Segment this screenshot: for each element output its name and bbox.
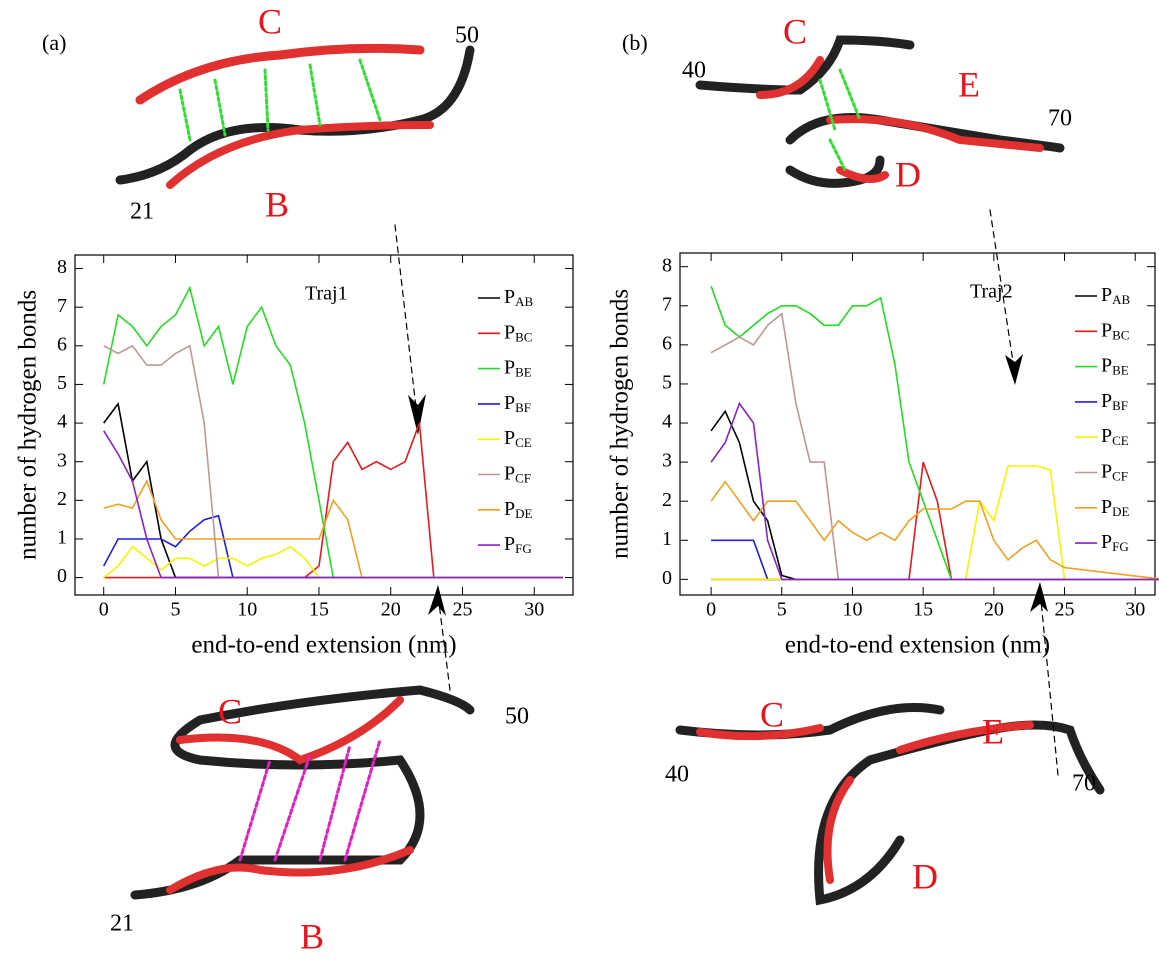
y-tick-label: 3 xyxy=(662,450,672,472)
strand-label: C xyxy=(258,1,282,41)
legend-label: PDE xyxy=(504,497,533,520)
y-tick-label: 0 xyxy=(57,565,67,587)
y-tick-label: 7 xyxy=(57,295,67,317)
y-tick-label: 5 xyxy=(57,372,67,394)
x-tick-label: 25 xyxy=(1055,599,1075,621)
series-line xyxy=(710,312,1159,581)
residue-label: 21 xyxy=(110,911,134,937)
legend-label: PCF xyxy=(1101,460,1128,483)
y-tick-label: 1 xyxy=(57,527,67,549)
x-axis-label: end-to-end extension (nm) xyxy=(785,632,1050,659)
legend-label: PCE xyxy=(1101,425,1129,448)
ribbon xyxy=(756,56,1044,183)
y-tick-label: 0 xyxy=(662,567,672,589)
legend-label: PAB xyxy=(1101,284,1131,307)
strand-label: E xyxy=(982,711,1004,751)
x-tick-label: 15 xyxy=(309,599,329,621)
hbond xyxy=(818,68,862,172)
arrow-line xyxy=(394,209,1059,776)
panel-label: (a) xyxy=(42,30,66,55)
ribbon xyxy=(135,43,425,105)
legend-label: PCE xyxy=(504,427,532,450)
y-tick-label: 1 xyxy=(662,528,672,550)
strand-label: D xyxy=(895,154,921,194)
annotation: Traj1 xyxy=(305,283,348,305)
series-line xyxy=(103,430,563,579)
plot-frame xyxy=(679,252,1156,596)
legend-label: PFG xyxy=(504,533,532,556)
legend-label: PAB xyxy=(504,286,534,309)
strand-label: E xyxy=(958,64,980,104)
y-axis-label: number of hydrogen bonds xyxy=(15,290,42,560)
y-tick-label: 2 xyxy=(662,489,672,511)
x-tick-label: 5 xyxy=(777,599,787,621)
x-tick-label: 30 xyxy=(524,599,544,621)
strand-label: C xyxy=(218,691,242,731)
ribbon xyxy=(166,696,414,894)
x-tick-label: 20 xyxy=(984,599,1004,621)
series-line xyxy=(710,285,1159,581)
legend-label: PDE xyxy=(1101,495,1130,518)
series-line xyxy=(103,479,563,579)
residue-label: 70 xyxy=(1072,771,1096,797)
series-line xyxy=(710,480,1159,580)
x-axis-label: end-to-end extension (nm) xyxy=(191,632,456,659)
x-tick-label: 20 xyxy=(381,599,401,621)
y-tick-label: 6 xyxy=(57,333,67,355)
plot-frame xyxy=(74,254,574,596)
series-line xyxy=(710,401,1159,581)
annotation: Traj2 xyxy=(970,281,1013,303)
y-tick-label: 3 xyxy=(57,449,67,471)
x-tick-label: 5 xyxy=(170,599,180,621)
ribbon xyxy=(130,685,475,900)
legend-label: PBE xyxy=(504,356,532,379)
legend-label: PBF xyxy=(1101,389,1128,412)
legend-label: PBF xyxy=(504,391,531,414)
strand-label: C xyxy=(783,11,807,51)
legend-label: PBC xyxy=(504,321,532,344)
ribbon xyxy=(696,721,1034,884)
legend-label: PFG xyxy=(1101,531,1129,554)
legend-label: PBC xyxy=(1101,319,1129,342)
y-tick-label: 2 xyxy=(57,488,67,510)
strand-label: C xyxy=(760,694,784,734)
series-line xyxy=(103,401,563,579)
y-tick-label: 6 xyxy=(662,332,672,354)
strand-label: B xyxy=(300,916,324,956)
x-tick-label: 15 xyxy=(913,599,933,621)
structures xyxy=(115,35,1105,906)
hbond xyxy=(238,738,382,862)
strand-label: B xyxy=(265,184,289,224)
legend-label: PCF xyxy=(504,462,531,485)
y-tick-label: 8 xyxy=(662,254,672,276)
y-tick-label: 7 xyxy=(662,293,672,315)
y-tick-label: 4 xyxy=(57,411,67,433)
ribbon xyxy=(115,45,475,185)
x-tick-label: 10 xyxy=(237,599,257,621)
residue-label: 40 xyxy=(682,58,706,84)
residue-label: 50 xyxy=(455,23,479,49)
ribbon xyxy=(695,35,1065,188)
residue-label: 21 xyxy=(130,199,154,225)
legend-label: PBE xyxy=(1101,354,1129,377)
y-tick-label: 8 xyxy=(57,256,67,278)
x-tick-label: 25 xyxy=(452,599,472,621)
ribbon xyxy=(166,121,434,189)
x-tick-label: 10 xyxy=(842,599,862,621)
x-tick-label: 0 xyxy=(706,599,716,621)
y-axis-label: number of hydrogen bonds xyxy=(607,289,634,559)
strand-label: D xyxy=(912,856,938,896)
residue-label: 50 xyxy=(505,704,529,730)
panel-label: (b) xyxy=(622,30,648,55)
series-line xyxy=(103,545,563,579)
hbond xyxy=(178,58,382,142)
x-tick-label: 0 xyxy=(99,599,109,621)
residue-label: 70 xyxy=(1048,106,1072,132)
y-tick-label: 5 xyxy=(662,372,672,394)
residue-label: 40 xyxy=(665,762,689,788)
y-tick-label: 4 xyxy=(662,411,672,433)
x-tick-label: 30 xyxy=(1125,599,1145,621)
